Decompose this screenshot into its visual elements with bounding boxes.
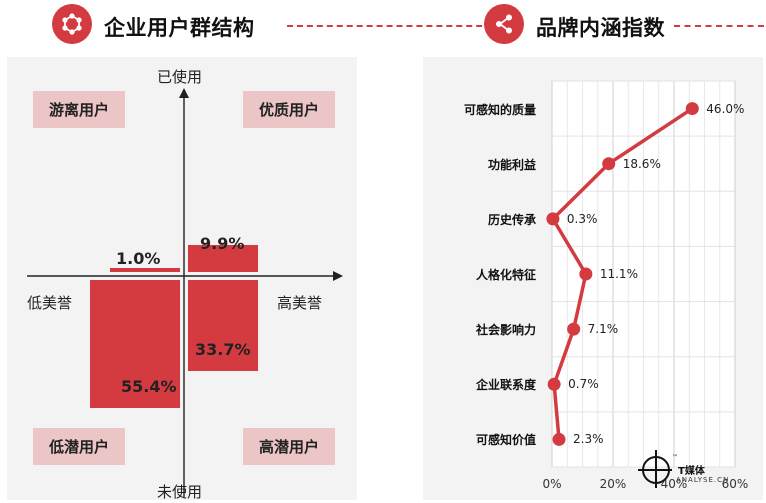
quadrant-bottom-right-label: 高潜用户: [243, 428, 335, 465]
quadrant-panel: 已使用 未使用 低美誉 高美誉 游离用户 优质用户 低潜用户 高潜用户 1.0%…: [7, 57, 357, 501]
data-point: [547, 377, 561, 391]
value-label-top-right: 9.9%: [200, 234, 245, 253]
x-tick-label: 20%: [599, 477, 627, 491]
value-label-bottom-left: 55.4%: [121, 377, 177, 396]
data-label: 0.7%: [568, 377, 599, 392]
left-header: 企业用户群结构: [52, 4, 522, 48]
axis-label-top: 已使用: [157, 68, 203, 86]
right-section-title: 品牌内涵指数: [536, 16, 665, 40]
value-label-bottom-right: 33.7%: [195, 340, 251, 359]
quad-bar-bottom-left: [89, 280, 180, 409]
right-header: 品牌内涵指数: [484, 4, 764, 48]
molecule-icon: [52, 4, 92, 44]
x-tick-label: 40%: [660, 477, 688, 491]
quad-bar-top-left: [110, 267, 180, 272]
value-label-top-left: 1.0%: [116, 249, 161, 268]
category-label: 可感知的质量: [463, 102, 536, 117]
axis-label-left: 低美誉: [27, 294, 73, 312]
watermark-logo: T媒体 ANALYSE.CN ™: [636, 448, 746, 492]
category-label: 可感知价值: [475, 433, 536, 448]
category-label: 功能利益: [487, 157, 536, 172]
data-label: 46.0%: [706, 101, 745, 116]
axis-label-right: 高美誉: [277, 294, 323, 312]
data-label: 2.3%: [573, 432, 604, 447]
data-point: [685, 102, 699, 116]
category-label: 社会影响力: [475, 323, 536, 338]
quadrant-bottom-left-label: 低潜用户: [33, 428, 125, 465]
category-label: 人格化特征: [475, 268, 536, 282]
quad-bar-bottom-right: [188, 280, 258, 372]
data-label: 11.1%: [599, 267, 638, 281]
data-point: [567, 322, 581, 336]
watermark-tagline: ANALYSE.CN: [676, 476, 730, 484]
watermark-trademark: ™: [672, 454, 678, 461]
watermark-name: T媒体: [678, 466, 705, 477]
x-tick-label: 0%: [542, 477, 562, 491]
data-point: [602, 157, 616, 171]
category-label: 企业联系度: [475, 378, 536, 393]
right-header-divider: [674, 25, 764, 27]
x-tick-label: 60%: [721, 477, 749, 491]
quad-bar-top-right: [188, 245, 258, 272]
brand-index-chart: [546, 80, 736, 468]
data-label: 0.3%: [566, 211, 598, 226]
data-label: 18.6%: [622, 156, 661, 171]
axis-label-bottom: 未使用: [157, 483, 203, 501]
quadrant-top-right-label: 优质用户: [243, 91, 335, 128]
quadrant-axes: [27, 88, 343, 497]
brand-index-panel: 可感知的质量 46.0% 功能利益 18.6% 历史传承 0.3% 人格化特征 11.1% 社会…: [423, 57, 763, 500]
data-label: 7.1%: [587, 322, 619, 337]
quadrant-top-left-label: 游离用户: [33, 91, 125, 128]
category-label: 历史传承: [487, 212, 536, 227]
data-point: [579, 267, 593, 281]
share-icon: [484, 4, 524, 44]
left-header-divider: [287, 25, 522, 27]
left-section-title: 企业用户群结构: [104, 16, 255, 40]
crosshair-logo-icon: [638, 450, 672, 488]
data-point: [546, 212, 560, 226]
data-point: [552, 432, 566, 446]
